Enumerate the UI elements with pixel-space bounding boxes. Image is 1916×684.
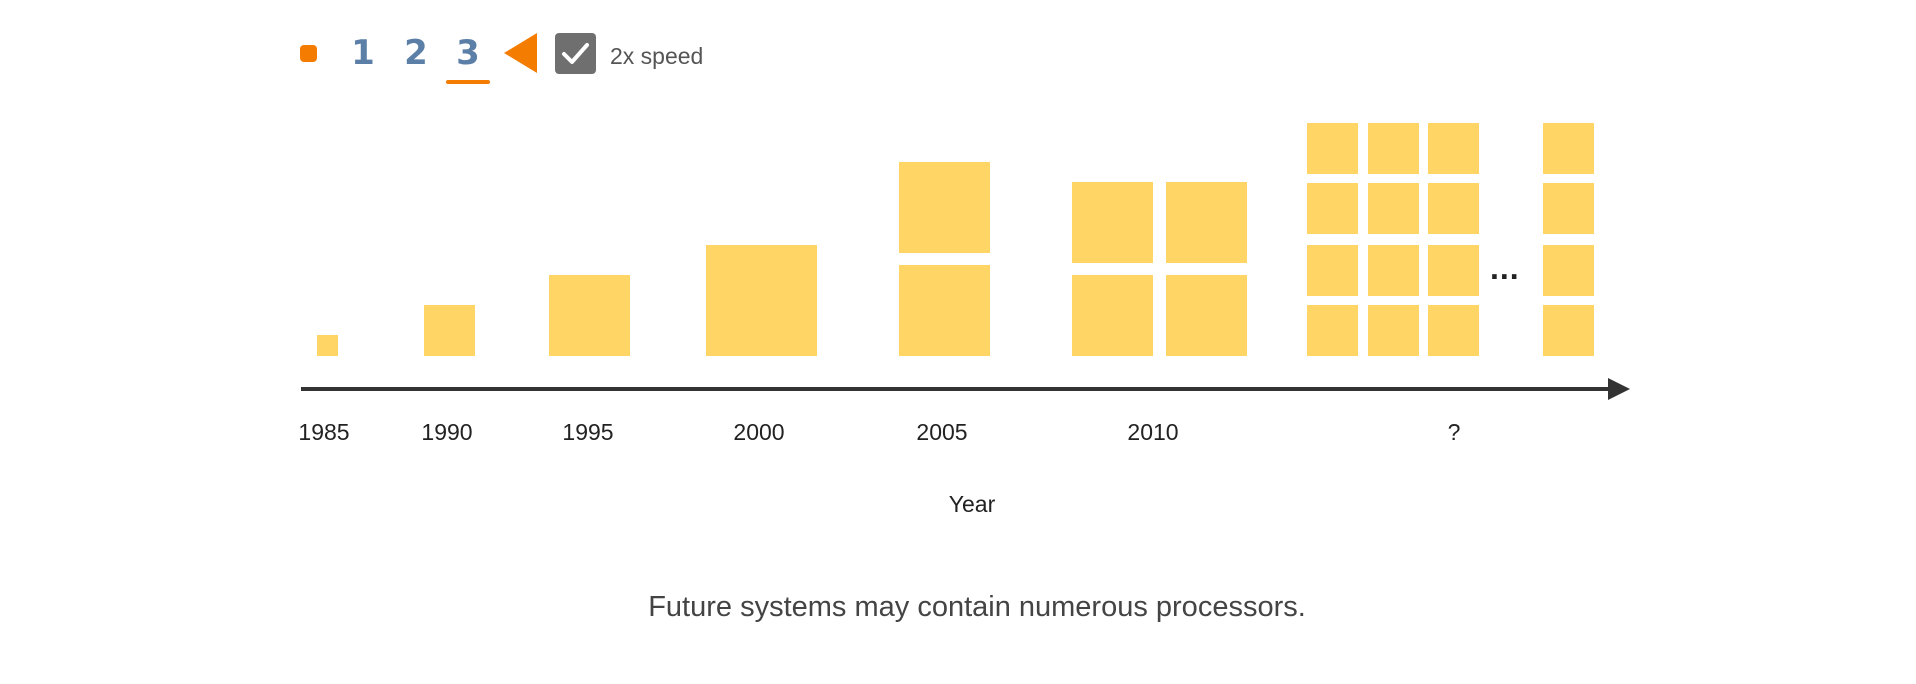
year-label-future: ?	[1447, 419, 1461, 445]
processor-chip	[1368, 123, 1419, 174]
processor-chip	[1428, 305, 1479, 356]
processor-chip	[899, 265, 990, 356]
processor-chip	[1307, 305, 1358, 356]
processor-chip	[706, 245, 817, 356]
processor-chip	[549, 275, 630, 356]
processor-chip	[1543, 183, 1594, 234]
year-label-1985: 1985	[298, 419, 350, 445]
processor-chip	[1368, 183, 1419, 234]
stop-button[interactable]	[300, 45, 317, 62]
year-label-1990: 1990	[421, 419, 473, 445]
processor-chip	[1072, 275, 1153, 356]
processor-chip	[1368, 245, 1419, 296]
year-label-2000: 2000	[733, 419, 785, 445]
processor-chip	[1166, 275, 1247, 356]
step-2-button[interactable]: 2	[404, 33, 428, 73]
more-processors-ellipsis: ...	[1490, 250, 1520, 286]
processor-chip	[317, 335, 338, 356]
speed-checkbox[interactable]	[555, 33, 596, 74]
checkmark-icon	[562, 43, 589, 64]
processor-chip	[1166, 182, 1247, 263]
step-1-button[interactable]: 1	[351, 33, 375, 73]
speed-label: 2x speed	[610, 43, 704, 69]
processor-chip	[1307, 123, 1358, 174]
processor-chip	[1307, 245, 1358, 296]
processor-chip	[1428, 183, 1479, 234]
processor-chip	[1428, 123, 1479, 174]
year-label-1995: 1995	[562, 419, 614, 445]
axis-arrow-icon	[1608, 378, 1630, 400]
processor-chip	[899, 162, 990, 253]
processor-chip	[1428, 245, 1479, 296]
processor-chip	[1072, 182, 1153, 263]
step-3-button[interactable]: 3	[456, 33, 480, 73]
processor-chip	[1543, 123, 1594, 174]
caption: Future systems may contain numerous proc…	[648, 591, 1306, 623]
processor-chip	[1368, 305, 1419, 356]
year-label-2010: 2010	[1127, 419, 1179, 445]
axis-title: Year	[948, 491, 996, 517]
previous-triangle-icon[interactable]	[504, 33, 537, 73]
processor-chip	[1543, 305, 1594, 356]
processor-chip	[424, 305, 475, 356]
year-label-2005: 2005	[916, 419, 968, 445]
processor-chip	[1307, 183, 1358, 234]
processor-chip	[1543, 245, 1594, 296]
active-step-indicator	[446, 80, 490, 84]
